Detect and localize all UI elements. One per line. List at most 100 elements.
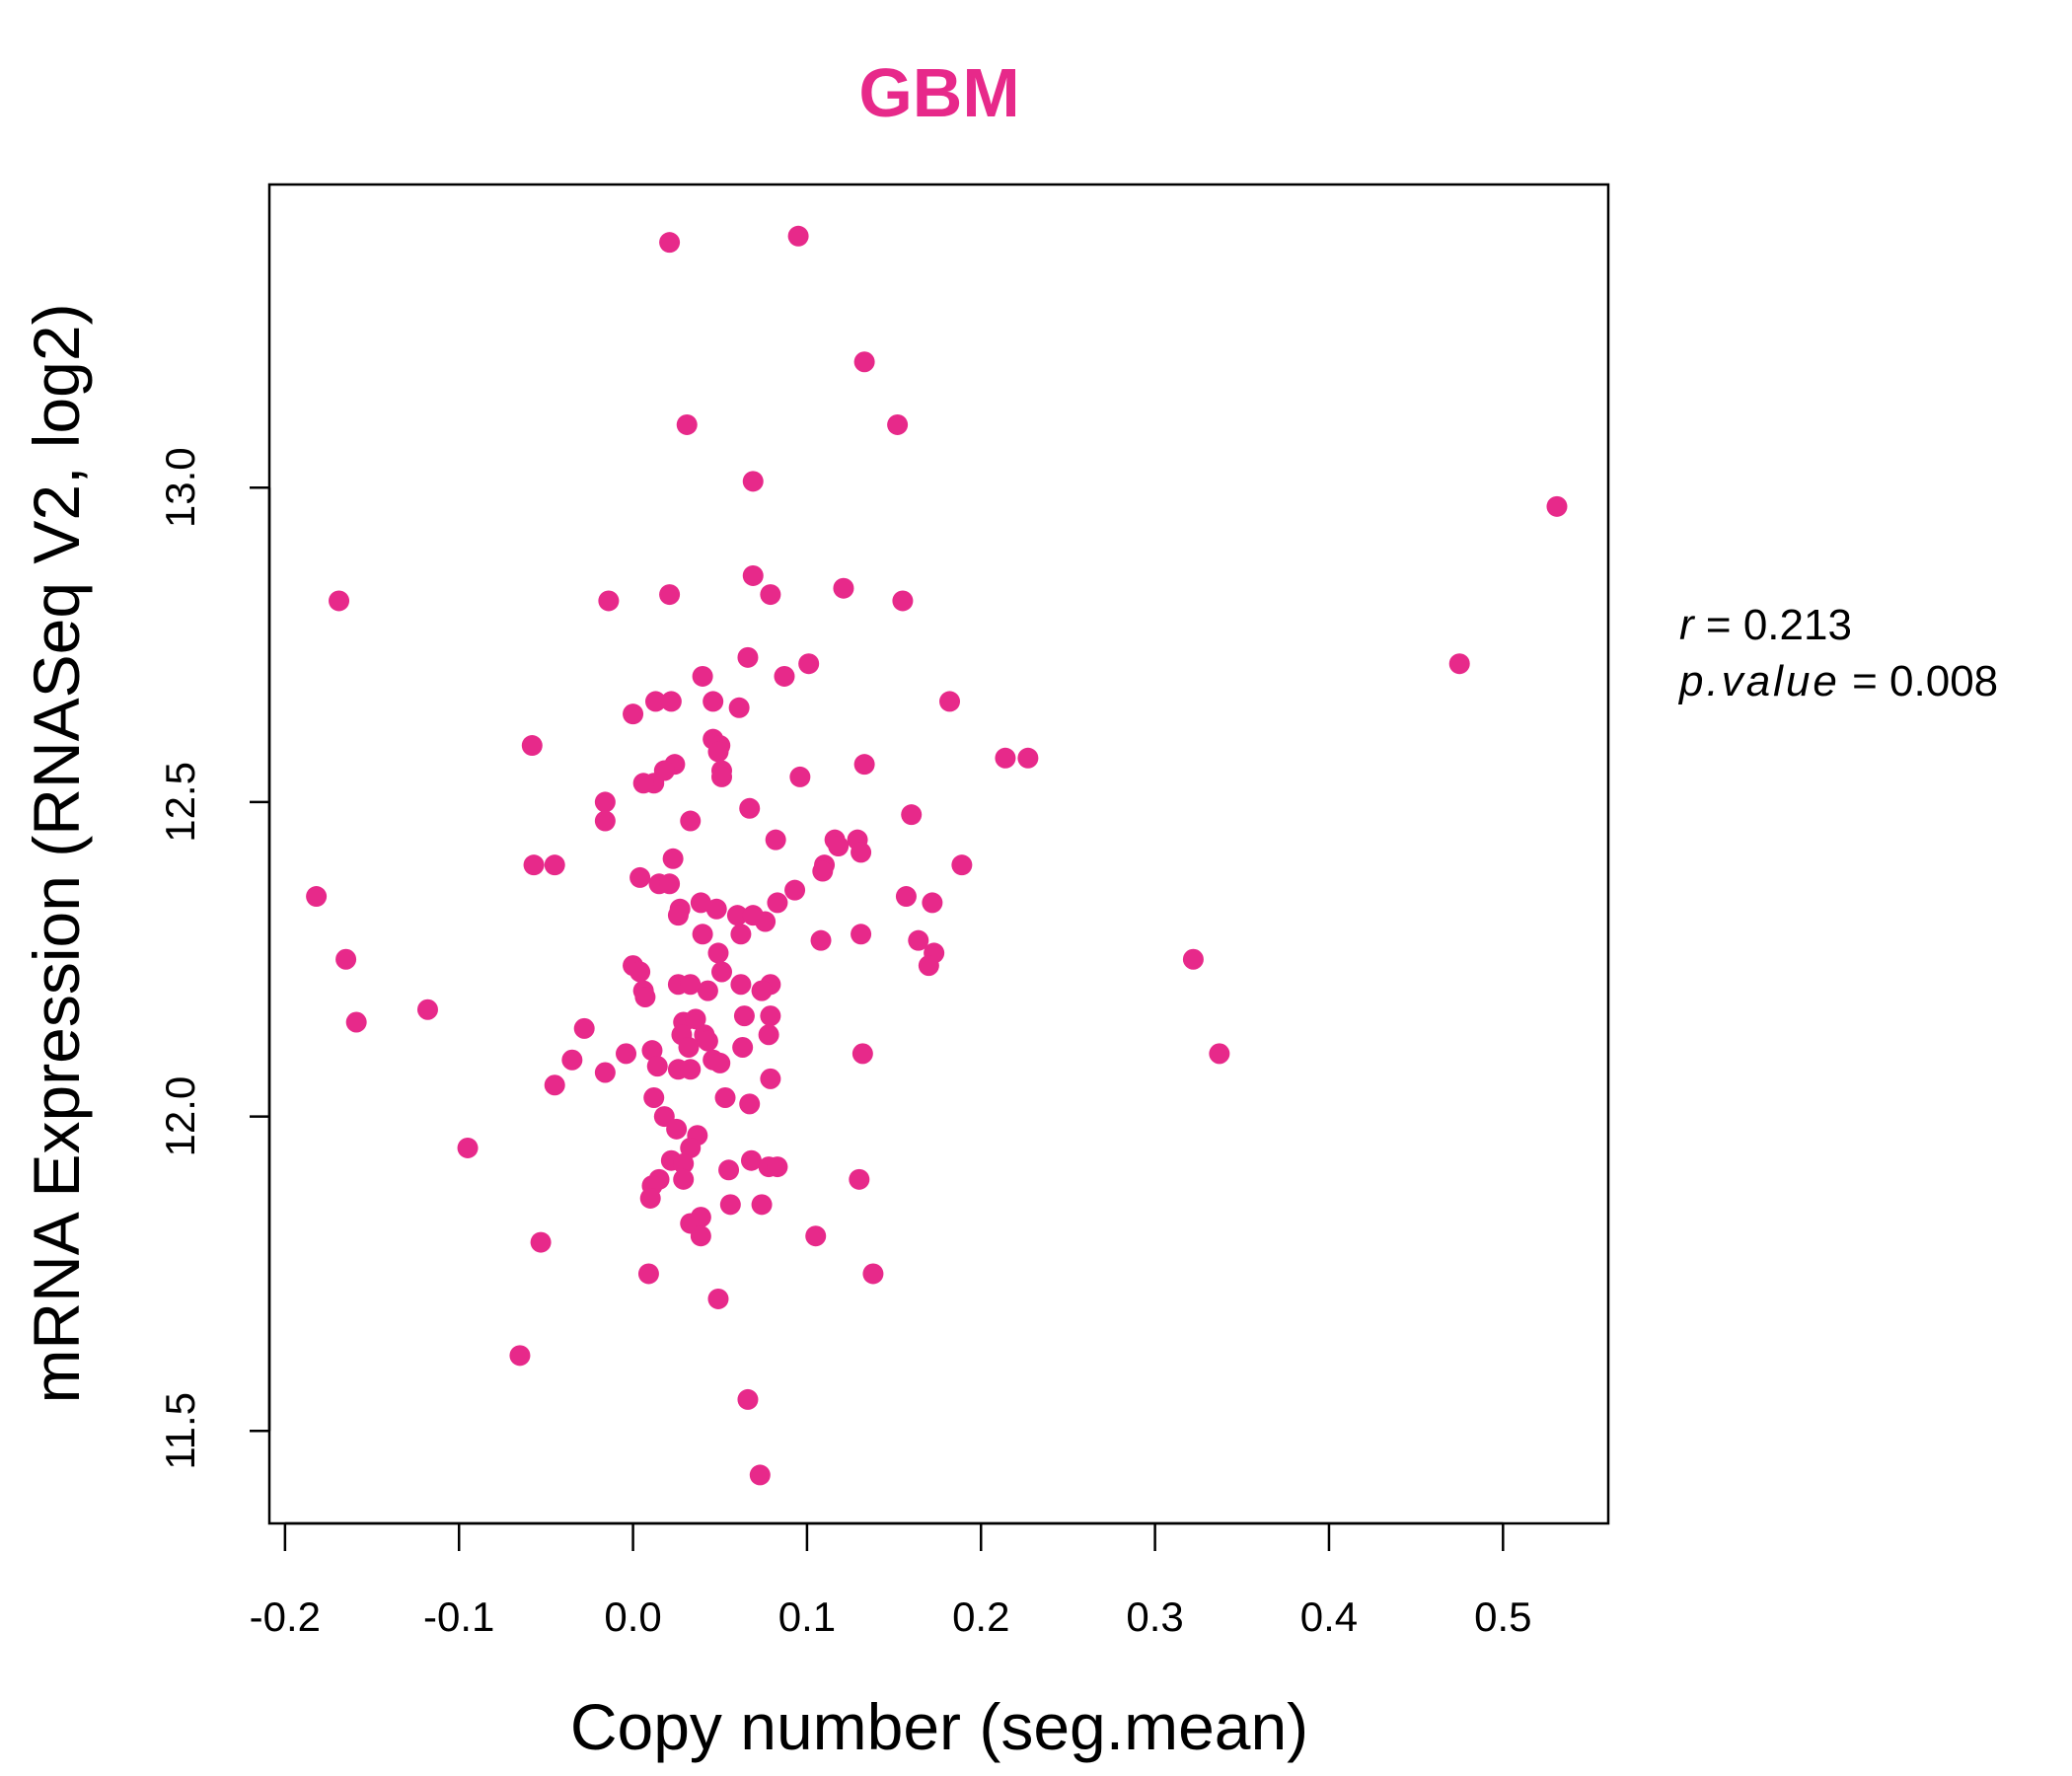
- r-equals: =: [1694, 601, 1743, 649]
- data-point: [544, 1074, 565, 1096]
- data-point: [733, 1005, 755, 1027]
- y-tick-label: 12.5: [157, 762, 203, 843]
- data-point: [634, 987, 656, 1008]
- p-value: 0.008: [1889, 657, 1998, 705]
- data-point: [676, 413, 698, 435]
- data-point: [711, 961, 733, 983]
- data-point: [784, 879, 806, 901]
- x-tick-label: 0.0: [604, 1593, 661, 1640]
- data-point: [692, 665, 713, 687]
- data-point: [851, 1043, 873, 1065]
- data-point: [644, 691, 666, 712]
- x-tick-label: 0.1: [778, 1593, 836, 1640]
- data-point: [849, 1168, 870, 1190]
- data-point: [457, 1137, 479, 1158]
- data-point: [629, 961, 651, 983]
- data-point: [828, 836, 850, 857]
- data-point: [673, 1168, 695, 1190]
- data-point: [523, 854, 545, 876]
- data-point: [707, 1288, 729, 1309]
- data-point: [726, 905, 748, 926]
- data-point: [690, 1207, 711, 1228]
- data-point: [335, 948, 357, 970]
- data-point: [760, 584, 781, 606]
- data-point: [810, 929, 832, 951]
- y-axis-label: mRNA Expression (RNASeq V2, log2): [20, 303, 93, 1403]
- data-point: [737, 646, 759, 668]
- data-point: [853, 754, 875, 776]
- x-tick-label: -0.2: [250, 1593, 321, 1640]
- data-point: [758, 1024, 779, 1046]
- data-point: [680, 810, 702, 832]
- data-point: [718, 1159, 740, 1181]
- data-point: [714, 1086, 736, 1108]
- data-point: [922, 892, 943, 914]
- data-point: [659, 584, 681, 606]
- r-value: 0.213: [1743, 601, 1852, 649]
- data-point: [1448, 653, 1470, 675]
- data-point: [690, 892, 711, 914]
- data-point: [639, 1187, 661, 1209]
- data-point: [329, 590, 350, 612]
- data-point: [895, 886, 917, 908]
- x-axis: -0.2 -0.1 0.0 0.1 0.2 0.3 0.4 0.5: [250, 1521, 1532, 1640]
- data-point: [739, 1093, 761, 1115]
- data-point: [680, 1137, 702, 1158]
- data-point: [918, 955, 939, 977]
- data-point: [667, 905, 689, 926]
- y-tick-label: 13.0: [157, 447, 203, 528]
- y-tick-label: 12.0: [157, 1076, 203, 1157]
- chart-title: GBM: [858, 54, 1019, 131]
- data-point: [887, 413, 909, 435]
- data-point: [737, 1388, 759, 1410]
- data-point: [509, 1345, 531, 1367]
- data-point: [767, 1156, 788, 1178]
- data-point: [995, 747, 1016, 769]
- data-point: [719, 1194, 741, 1216]
- data-point: [765, 829, 786, 851]
- data-point: [751, 1194, 773, 1216]
- data-point: [646, 1056, 668, 1077]
- x-tick-label: 0.4: [1300, 1593, 1358, 1640]
- data-point: [760, 1005, 781, 1027]
- data-point: [730, 924, 752, 945]
- data-point: [774, 665, 795, 687]
- data-point: [678, 1036, 700, 1058]
- data-point: [659, 232, 681, 254]
- data-point: [643, 1086, 665, 1108]
- data-point: [851, 842, 872, 863]
- data-point: [666, 1118, 688, 1140]
- data-point: [673, 1152, 695, 1174]
- data-point: [1017, 747, 1039, 769]
- data-point: [853, 351, 875, 373]
- data-point: [345, 1011, 367, 1033]
- data-point: [833, 577, 854, 599]
- data-point: [707, 942, 729, 964]
- data-point: [851, 924, 872, 945]
- data-point: [767, 892, 788, 914]
- data-point: [530, 1231, 552, 1253]
- data-point: [787, 225, 809, 247]
- data-points: [306, 225, 1568, 1486]
- data-point: [862, 1263, 884, 1285]
- data-point: [705, 898, 727, 920]
- r-annotation: r = 0.213: [1679, 601, 1852, 649]
- data-point: [939, 691, 961, 712]
- data-point: [901, 804, 923, 826]
- data-point: [616, 1043, 637, 1065]
- p-equals: =: [1840, 657, 1889, 705]
- data-point: [637, 1263, 659, 1285]
- data-point: [416, 999, 438, 1020]
- x-tick-label: -0.1: [423, 1593, 494, 1640]
- data-point: [1182, 948, 1204, 970]
- x-tick-label: 0.5: [1474, 1593, 1531, 1640]
- data-point: [1546, 495, 1568, 517]
- data-point: [623, 703, 644, 725]
- x-tick-label: 0.3: [1126, 1593, 1183, 1640]
- data-point: [740, 1149, 762, 1171]
- data-point: [685, 1008, 706, 1030]
- data-point: [697, 980, 718, 1001]
- data-point: [798, 653, 820, 675]
- data-point: [632, 773, 654, 794]
- data-point: [573, 1017, 595, 1039]
